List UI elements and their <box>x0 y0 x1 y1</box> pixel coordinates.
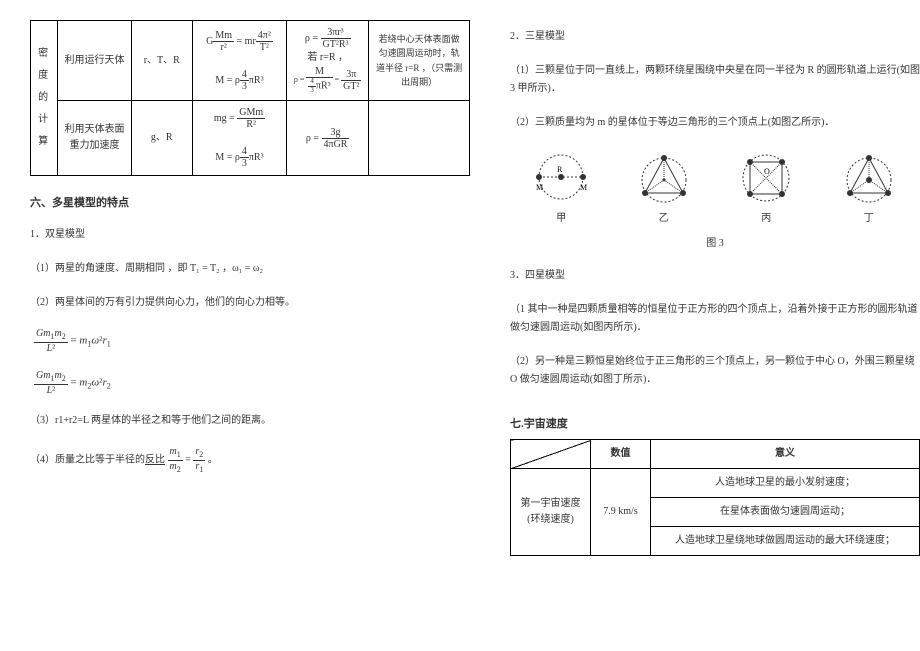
cosmic-speed-table: 数值 意义 第一宇宙速度(环绕速度) 7.9 km/s 人造地球卫星的最小发射速… <box>510 439 920 556</box>
section7-title: 七.宇宙速度 <box>510 415 920 431</box>
section6-title: 六、多星模型的特点 <box>30 194 470 210</box>
row-header-density: 密 度 的 计 算 <box>31 21 58 176</box>
s6-p2: （2）两星体间的万有引力提供向心力，他们的向心力相等。 <box>30 294 470 312</box>
s6-p4: （4）质量之比等于半径的反比 m1m2 = r2r1 。 <box>30 446 470 475</box>
s6-f2: Gm1m2L² = m2ω²r2 <box>34 370 470 396</box>
method-cell: 利用天体表面重力加速度 <box>58 101 132 176</box>
diagrams-row: M R M 甲 乙 <box>510 150 920 224</box>
s-tri-h: 2．三星模型 <box>510 28 920 46</box>
figure3-caption: 图 3 <box>510 234 920 249</box>
meaning: 在星体表面做匀速圆周运动； <box>651 498 920 527</box>
formula-cell: mg = GMmR² M = ρ43πR³ <box>192 101 287 176</box>
known-cell: g、R <box>131 101 192 176</box>
svg-text:O: O <box>764 167 770 176</box>
diagram-bing: O <box>731 150 801 205</box>
diagram-jia: M R M <box>526 150 596 205</box>
diagram-ding <box>834 150 904 205</box>
s-quad-p2: （2）另一种是三颗恒星始终位于正三角形的三个顶点上，另一颗位于中心 O，外围三颗… <box>510 353 920 389</box>
s6-p3: （3）r1+r2=L 两星体的半径之和等于他们之间的距离。 <box>30 412 470 430</box>
s-tri-p2: （2）三颗质量均为 m 的星体位于等边三角形的三个顶点上(如图乙所示)． <box>510 114 920 132</box>
formula-cell: GMmr² = mr4π²T² M = ρ43πR³ <box>192 21 287 101</box>
note-cell <box>369 101 470 176</box>
rho-cell: ρ = 3πr³GT²R³ 若 r=R ， ρ = M43πR³ = 3πGT² <box>287 21 369 101</box>
diagram-yi <box>629 150 699 205</box>
density-calc-table: 密 度 的 计 算 利用运行天体 r、T、R GMmr² = mr4π²T² M… <box>30 20 470 176</box>
meaning: 人造地球卫星绕地球做圆周运动的最大环绕速度； <box>651 527 920 556</box>
svg-text:M: M <box>536 183 543 192</box>
svg-text:M: M <box>580 183 587 192</box>
s6-h1: 1．双星模型 <box>30 226 470 244</box>
row1-name: 第一宇宙速度(环绕速度) <box>511 469 591 556</box>
diag-header <box>511 440 591 469</box>
col-meaning: 意义 <box>651 440 920 469</box>
s-quad-p1: （1 其中一种是四颗质量相等的恒星位于正方形的四个顶点上，沿着外接于正方形的圆形… <box>510 301 920 337</box>
row1-val: 7.9 km/s <box>591 469 651 556</box>
col-val: 数值 <box>591 440 651 469</box>
s6-f1: Gm1m2L² = m1ω²r1 <box>34 328 470 354</box>
s-tri-p1: （1）三颗星位于同一直线上，两颗环绕星围绕中央星在同一半径为 R 的圆形轨道上运… <box>510 62 920 98</box>
s-quad-h: 3．四星模型 <box>510 267 920 285</box>
rho-cell: ρ = 3g4πGR <box>287 101 369 176</box>
s6-p1: （1）两星的角速度、周期相同 ，即 T₁ = T₂ ，ω₁ = ω₂ <box>30 260 470 278</box>
svg-text:R: R <box>557 165 563 174</box>
note-cell: 若绕中心天体表面做匀速圆周运动时，轨道半径 r=R ，（只需测出周期） <box>369 21 470 101</box>
meaning: 人造地球卫星的最小发射速度； <box>651 469 920 498</box>
known-cell: r、T、R <box>131 21 192 101</box>
method-cell: 利用运行天体 <box>58 21 132 101</box>
